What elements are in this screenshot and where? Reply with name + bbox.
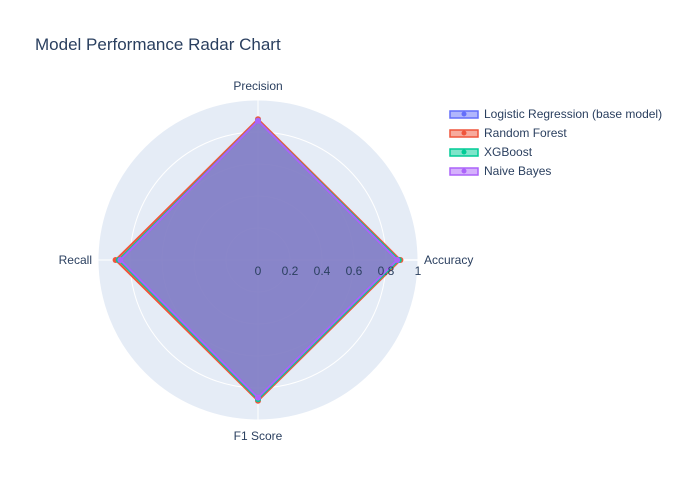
- axis-label: Precision: [233, 79, 282, 93]
- axis-label: Recall: [59, 253, 92, 267]
- data-point[interactable]: [117, 257, 124, 263]
- radial-tick-label: 0.2: [282, 264, 299, 278]
- radial-tick-label: 0.4: [314, 264, 331, 278]
- radial-tick-label: 1: [415, 264, 422, 278]
- axis-label: Accuracy: [424, 253, 473, 267]
- axis-label: F1 Score: [234, 429, 283, 443]
- series-3: [117, 117, 401, 401]
- legend-marker: [461, 149, 467, 155]
- legend-label: Logistic Regression (base model): [484, 107, 662, 121]
- legend-marker: [461, 130, 467, 136]
- legend-label: XGBoost: [484, 145, 533, 159]
- radial-tick-label: 0: [255, 264, 262, 278]
- legend-item[interactable]: Naive Bayes: [449, 164, 551, 178]
- legend-item[interactable]: Random Forest: [449, 126, 567, 140]
- legend-label: Random Forest: [484, 126, 567, 140]
- chart-title: Model Performance Radar Chart: [35, 35, 281, 54]
- legend-marker: [461, 111, 467, 117]
- radial-tick-label: 0.8: [378, 264, 395, 278]
- data-point[interactable]: [255, 394, 261, 401]
- legend-item[interactable]: Logistic Regression (base model): [449, 107, 662, 121]
- data-point[interactable]: [394, 257, 401, 263]
- radial-tick-label: 0.6: [346, 264, 363, 278]
- legend-marker: [461, 168, 467, 174]
- legend[interactable]: Logistic Regression (base model) Random F…: [449, 107, 662, 178]
- legend-label: Naive Bayes: [484, 164, 551, 178]
- data-point[interactable]: [255, 117, 261, 124]
- legend-item[interactable]: XGBoost: [449, 145, 533, 159]
